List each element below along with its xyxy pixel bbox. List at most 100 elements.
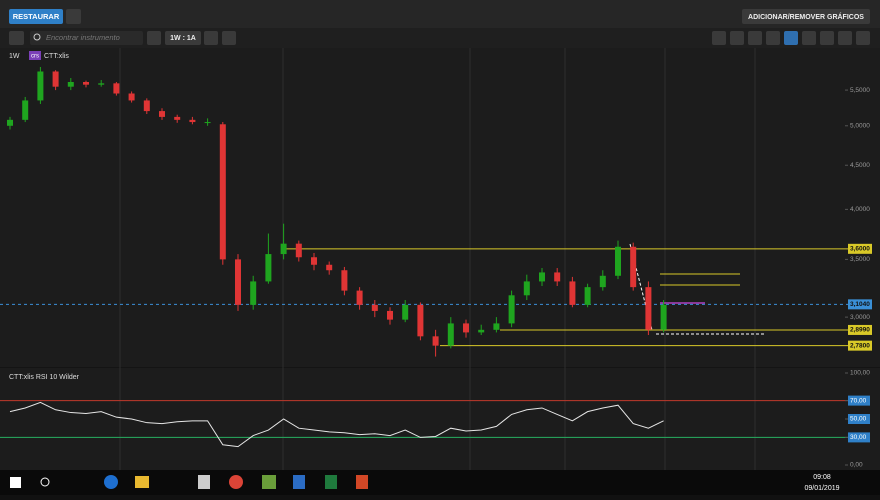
candle-body bbox=[250, 281, 257, 305]
candle-body bbox=[311, 257, 317, 265]
candle-body bbox=[584, 287, 591, 305]
period-button[interactable] bbox=[165, 31, 201, 45]
y-tick-box bbox=[848, 395, 870, 406]
rsi-title: CTT:xlis RSI 10 Wilder bbox=[9, 374, 80, 381]
candle-body bbox=[432, 336, 439, 346]
view-button[interactable] bbox=[204, 31, 218, 45]
plot: 5,5000 5,0000 4,5000 4,0000 3,5000 3,0000 3,60… bbox=[0, 66, 872, 469]
chart-toolbar bbox=[0, 28, 880, 48]
app-icon[interactable] bbox=[356, 475, 368, 489]
app-icon[interactable] bbox=[104, 475, 118, 489]
candle-body bbox=[7, 119, 13, 126]
tool-button[interactable] bbox=[838, 31, 852, 45]
y-tick-label: 100,00 bbox=[850, 370, 870, 377]
app-icon[interactable] bbox=[325, 475, 337, 489]
candle-body bbox=[660, 304, 667, 330]
candle-body bbox=[645, 287, 652, 330]
candle-body bbox=[159, 111, 165, 117]
candle-body bbox=[295, 243, 302, 258]
y-tick-box bbox=[848, 414, 870, 424]
candle-body bbox=[417, 304, 424, 337]
candle-body bbox=[447, 323, 454, 346]
y-tick-label: 5,5000 bbox=[850, 87, 870, 94]
y-tick-label: 3,5000 bbox=[850, 256, 870, 263]
app-icon[interactable] bbox=[135, 476, 149, 488]
candle-body bbox=[98, 83, 105, 85]
search-box[interactable] bbox=[30, 31, 143, 45]
instrument-label: CTT:xlis bbox=[44, 53, 69, 60]
candle-body bbox=[174, 116, 181, 120]
candle-body bbox=[615, 246, 621, 276]
candle-body bbox=[508, 295, 515, 324]
app-icon[interactable] bbox=[229, 475, 243, 489]
split-button[interactable] bbox=[222, 31, 236, 45]
tool-button[interactable] bbox=[712, 31, 726, 45]
candle-body bbox=[143, 100, 150, 112]
level-label: 3,1040 bbox=[850, 301, 870, 308]
y-tick-label: 70,00 bbox=[850, 397, 867, 404]
candle-body bbox=[22, 100, 29, 120]
tool-button[interactable] bbox=[802, 31, 816, 45]
time-grid bbox=[119, 48, 756, 470]
candle-body bbox=[387, 310, 393, 320]
candle-body bbox=[280, 243, 287, 255]
tool-button[interactable] bbox=[766, 31, 780, 45]
period-label: 1W : 1A bbox=[170, 35, 196, 42]
link-button[interactable] bbox=[9, 31, 24, 45]
popout-button[interactable] bbox=[66, 9, 81, 24]
candle-body bbox=[219, 124, 226, 260]
clock-date: 09/01/2019 bbox=[804, 485, 839, 492]
y-tick-box bbox=[848, 432, 870, 443]
badge bbox=[29, 51, 41, 60]
candle-body bbox=[235, 259, 241, 305]
tool-button[interactable] bbox=[730, 31, 744, 45]
tool-button[interactable] bbox=[784, 31, 798, 45]
restore-button[interactable] bbox=[9, 9, 63, 24]
search-button[interactable] bbox=[40, 477, 50, 487]
candle-body bbox=[52, 71, 59, 87]
candle-body bbox=[128, 93, 135, 101]
taskbar-icons bbox=[10, 475, 368, 489]
candle-body bbox=[493, 323, 500, 330]
y-tick-label: 4,0000 bbox=[850, 206, 870, 213]
candle-body bbox=[539, 272, 545, 282]
candle-body bbox=[204, 122, 211, 124]
y-tick-label: 50,00 bbox=[850, 416, 867, 423]
add-remove-label: ADICIONAR/REMOVER GRÁFICOS bbox=[748, 12, 864, 21]
candle-body bbox=[356, 290, 363, 305]
level-label-box bbox=[848, 340, 872, 351]
candle-body bbox=[83, 82, 89, 85]
candle-body bbox=[189, 119, 196, 123]
candle-body bbox=[523, 281, 530, 296]
app-icon[interactable] bbox=[262, 475, 276, 489]
candle-body bbox=[402, 304, 409, 320]
rsi-panel bbox=[0, 368, 880, 470]
candle-body bbox=[569, 281, 576, 305]
tool-button[interactable] bbox=[820, 31, 834, 45]
level-label: 2,7800 bbox=[850, 342, 870, 349]
add-remove-button[interactable] bbox=[742, 9, 870, 24]
badge-label: crs bbox=[31, 54, 39, 60]
y-tick-label: 0,00 bbox=[850, 462, 863, 469]
level-label: 2,8990 bbox=[850, 327, 870, 334]
level-label-box bbox=[848, 243, 872, 254]
level-label-box bbox=[848, 324, 872, 335]
app-icon[interactable] bbox=[198, 475, 210, 489]
candle-body bbox=[463, 323, 469, 333]
candle-body bbox=[599, 275, 606, 288]
add-button[interactable] bbox=[147, 31, 161, 45]
rsi-line bbox=[9, 401, 664, 448]
candle-body bbox=[554, 272, 561, 282]
tool-button[interactable] bbox=[748, 31, 762, 45]
start-button[interactable] bbox=[10, 477, 21, 488]
candle-body bbox=[341, 270, 348, 291]
interval-label: 1W bbox=[9, 53, 20, 60]
y-tick-label: 3,0000 bbox=[850, 314, 870, 321]
toolbar bbox=[0, 0, 880, 28]
app-icon[interactable] bbox=[293, 475, 305, 489]
tool-buttons bbox=[712, 31, 870, 45]
candle-body bbox=[630, 246, 637, 288]
candle-body bbox=[265, 254, 272, 282]
tool-button[interactable] bbox=[856, 31, 870, 45]
